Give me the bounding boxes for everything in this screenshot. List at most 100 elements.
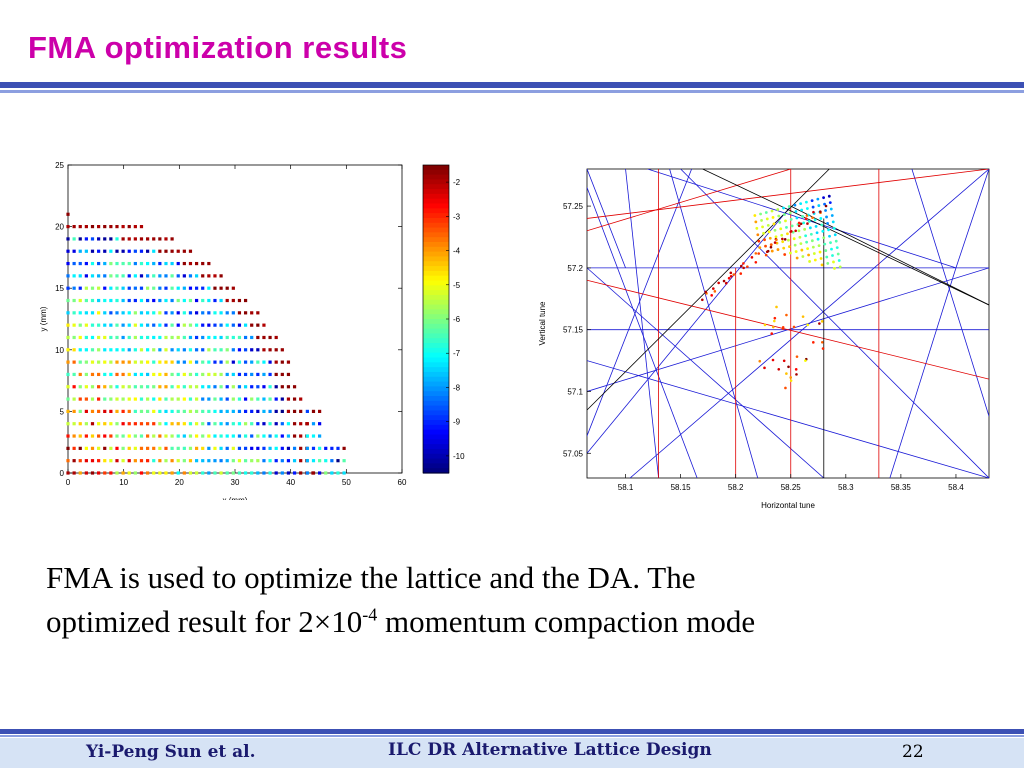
aperture-point xyxy=(207,434,211,438)
tune-point xyxy=(717,281,720,285)
resonance-line-blue xyxy=(625,169,659,478)
aperture-point xyxy=(90,360,95,364)
aperture-point xyxy=(109,335,113,340)
aperture-point xyxy=(90,385,95,389)
aperture-point xyxy=(237,434,242,438)
aperture-point xyxy=(268,459,272,463)
resonance-line-red xyxy=(587,279,989,380)
aperture-point xyxy=(243,446,248,450)
aperture-point xyxy=(164,311,168,315)
aperture-point xyxy=(213,348,217,352)
aperture-point xyxy=(250,385,254,389)
aperture-point xyxy=(109,409,113,413)
tune-point xyxy=(818,250,822,254)
aperture-point xyxy=(127,249,131,253)
aperture-point xyxy=(170,471,174,475)
aperture-point xyxy=(133,471,137,475)
aperture-point xyxy=(127,434,131,438)
aperture-point xyxy=(164,446,168,450)
aperture-point xyxy=(133,446,137,450)
tune-point xyxy=(783,253,787,256)
aperture-point xyxy=(66,397,70,401)
aperture-point xyxy=(66,237,70,241)
aperture-point xyxy=(194,397,199,401)
aperture-point xyxy=(109,286,113,290)
colorbar-segment xyxy=(423,213,449,219)
aperture-point xyxy=(78,422,82,426)
colorbar-segment xyxy=(423,304,449,310)
tune-point xyxy=(710,294,713,297)
aperture-point xyxy=(274,335,278,340)
colorbar-segment xyxy=(423,415,449,421)
tune-point xyxy=(794,368,798,371)
aperture-point xyxy=(146,385,150,389)
aperture-point xyxy=(72,237,76,241)
aperture-point xyxy=(139,385,144,389)
aperture-point xyxy=(311,422,316,426)
aperture-point xyxy=(194,348,199,352)
colorbar-segment xyxy=(423,429,449,436)
colorbar-segment xyxy=(423,290,449,296)
y-axis-label: y (mm) xyxy=(39,306,48,331)
aperture-point xyxy=(164,360,168,364)
aperture-point xyxy=(182,434,186,438)
body-line-1: FMA is used to optimize the lattice and … xyxy=(46,560,696,595)
aperture-point xyxy=(109,237,113,241)
aperture-point xyxy=(176,298,180,303)
aperture-point xyxy=(164,409,168,413)
aperture-point xyxy=(66,249,70,253)
tune-point xyxy=(785,313,788,317)
colorbar-tick-label: -9 xyxy=(453,418,461,427)
aperture-point xyxy=(243,372,248,377)
aperture-point xyxy=(121,274,125,278)
tune-point xyxy=(807,253,810,257)
aperture-point xyxy=(78,286,82,290)
aperture-point xyxy=(164,261,168,266)
aperture-point xyxy=(78,237,82,241)
aperture-point xyxy=(72,348,76,352)
aperture-point xyxy=(207,348,211,352)
aperture-point xyxy=(292,409,297,413)
tune-point xyxy=(830,214,834,217)
aperture-point xyxy=(256,434,260,438)
aperture-point xyxy=(330,471,334,475)
aperture-point xyxy=(274,471,278,475)
colorbar-segment xyxy=(423,338,449,344)
tune-point xyxy=(801,315,805,318)
colorbar-segment xyxy=(423,193,449,200)
aperture-point xyxy=(84,323,88,327)
aperture-point xyxy=(115,446,119,450)
aperture-point xyxy=(158,298,162,303)
aperture-point xyxy=(280,397,284,401)
tune-point xyxy=(793,203,797,207)
tune-point xyxy=(787,205,791,208)
resonance-line-blue xyxy=(955,169,989,269)
aperture-point xyxy=(170,311,174,315)
aperture-point xyxy=(176,286,180,290)
tune-point xyxy=(821,229,825,233)
aperture-point xyxy=(72,286,76,290)
colorbar-segment xyxy=(423,275,449,282)
aperture-point xyxy=(146,446,150,450)
aperture-point xyxy=(170,286,174,290)
aperture-point xyxy=(176,471,180,475)
aperture-point xyxy=(207,311,211,315)
aperture-point xyxy=(201,422,205,426)
aperture-point xyxy=(188,446,193,450)
aperture-point xyxy=(164,385,168,389)
aperture-point xyxy=(256,409,260,413)
tune-point xyxy=(754,220,758,224)
aperture-point xyxy=(256,348,260,352)
aperture-point xyxy=(274,385,278,389)
aperture-point xyxy=(66,274,70,278)
colorbar-segment xyxy=(423,189,449,195)
aperture-point xyxy=(274,446,278,450)
tune-point xyxy=(729,271,733,275)
aperture-point xyxy=(268,434,272,438)
colorbar-segment xyxy=(423,463,449,469)
aperture-point xyxy=(237,397,242,401)
aperture-point xyxy=(109,385,113,389)
tune-point xyxy=(758,246,762,250)
aperture-point xyxy=(188,360,193,364)
colorbar-segment xyxy=(423,270,449,277)
